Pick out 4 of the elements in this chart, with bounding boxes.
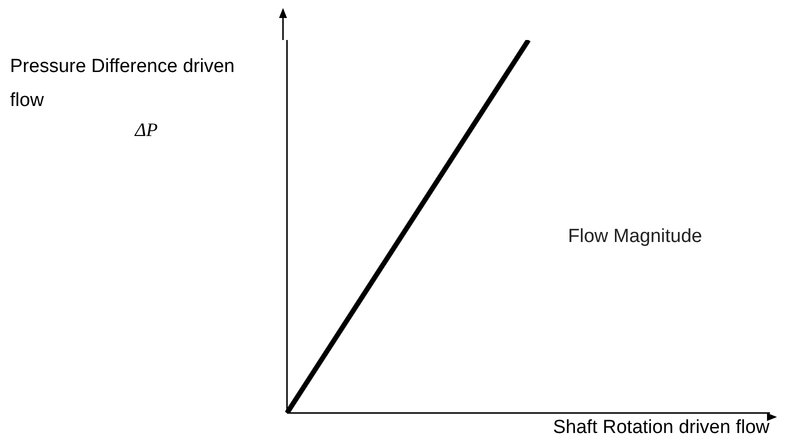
x-axis-title: Shaft Rotation driven flow	[553, 417, 770, 439]
text: Flow Magnitude	[568, 226, 702, 248]
text: ΔP	[135, 120, 158, 142]
y-axis-title: Pressure Difference driven flow	[10, 55, 236, 113]
